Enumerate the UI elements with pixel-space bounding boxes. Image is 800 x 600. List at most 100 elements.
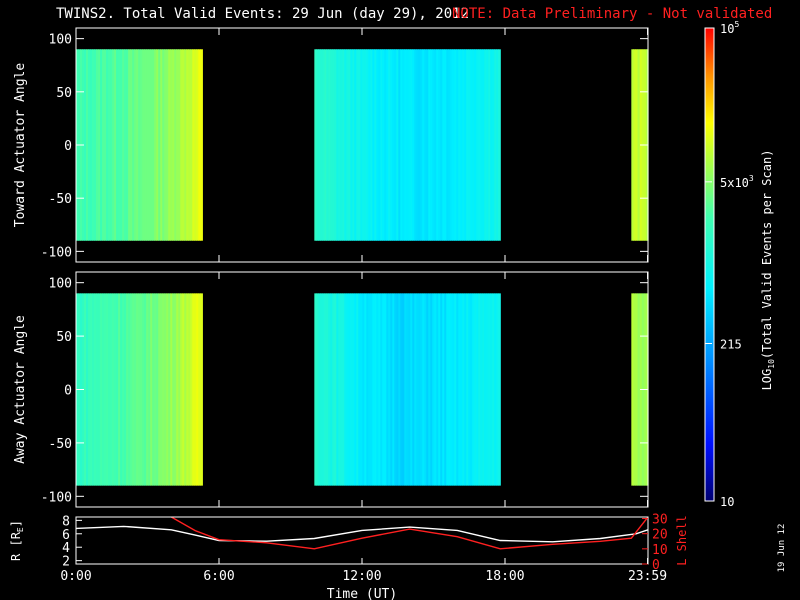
- heatmap-cell: [346, 49, 349, 241]
- heatmap-cell: [348, 49, 351, 241]
- heatmap-cell: [374, 293, 377, 486]
- heatmap-cell: [382, 49, 385, 241]
- heatmap-cell: [436, 49, 439, 241]
- heatmap-cell: [462, 49, 465, 241]
- heatmap-cell: [162, 293, 165, 486]
- heatmap-cell: [174, 49, 177, 241]
- heatmap-cell: [110, 293, 113, 486]
- heatmap-cell: [188, 293, 191, 486]
- heatmap-cell: [637, 293, 641, 486]
- heatmap-cell: [430, 49, 433, 241]
- page-title: TWINS2. Total Valid Events: 29 Jun (day …: [56, 6, 470, 22]
- heatmap-cell: [458, 49, 461, 241]
- heatmap-cell: [156, 293, 159, 486]
- heatmap-cell: [106, 49, 109, 241]
- y-tick-label: 50: [56, 86, 72, 101]
- heatmap-cell: [88, 49, 91, 241]
- heatmap-cell: [410, 49, 413, 241]
- heatmap-cell: [168, 293, 171, 486]
- heatmap-cell: [136, 293, 139, 486]
- heatmap-cell: [362, 293, 365, 486]
- heatmap-cell: [112, 293, 115, 486]
- heatmap-cell: [416, 293, 419, 486]
- heatmap-cell: [176, 293, 179, 486]
- heatmap-cell: [450, 49, 453, 241]
- heatmap-cell: [486, 293, 489, 486]
- heatmap-cell: [178, 293, 181, 486]
- away-panel: 100 50 0 -50 -100 Away Actuator Angle: [13, 271, 649, 508]
- heatmap-cell: [344, 49, 347, 241]
- heatmap-cell: [460, 49, 463, 241]
- heatmap-cell: [430, 293, 433, 486]
- heatmap-cell: [178, 49, 181, 241]
- heatmap-cell: [162, 49, 165, 241]
- colorbar-scale: [704, 27, 715, 502]
- heatmap-cell: [384, 49, 387, 241]
- heatmap-cell: [388, 49, 391, 241]
- heatmap-cell: [444, 49, 447, 241]
- heatmap-cell: [90, 293, 93, 486]
- heatmap-cell: [436, 293, 439, 486]
- heatmap-cell: [164, 293, 167, 486]
- heatmap-cell: [106, 293, 109, 486]
- heatmap-cell: [198, 49, 201, 241]
- heatmap-cell: [406, 49, 409, 241]
- radius-line: [76, 525, 648, 543]
- heatmap-cell: [136, 49, 139, 241]
- heatmap-cell: [476, 49, 479, 241]
- heatmap-cell: [154, 293, 157, 486]
- heatmap-cell: [316, 293, 319, 486]
- heatmap-cell: [322, 49, 325, 241]
- l-shell-line: [170, 517, 648, 550]
- heatmap-cell: [336, 49, 339, 241]
- heatmap-cell: [494, 49, 497, 241]
- heatmap-cell: [170, 49, 173, 241]
- heatmap-cell: [356, 293, 359, 486]
- heatmap-cell: [380, 49, 383, 241]
- heatmap-cell: [452, 293, 455, 486]
- heatmap-cell: [396, 49, 399, 241]
- heatmap-cell: [320, 293, 323, 486]
- y-tick-label: -50: [49, 437, 72, 452]
- heatmap-cell: [130, 293, 133, 486]
- heatmap-cell: [448, 293, 451, 486]
- heatmap-cell: [384, 293, 387, 486]
- heatmap-cell: [426, 49, 429, 241]
- heatmap-cell: [92, 293, 95, 486]
- y-tick-label: 6: [62, 528, 70, 543]
- heatmap-cell: [100, 49, 103, 241]
- heatmap-cell: [408, 49, 411, 241]
- heatmap-cell: [142, 49, 145, 241]
- heatmap-cell: [480, 49, 483, 241]
- heatmap-cell: [498, 49, 501, 241]
- y-tick-label: 0: [64, 384, 72, 399]
- x-axis-label: Time (UT): [327, 587, 397, 600]
- heatmap-cell: [388, 293, 391, 486]
- heatmap-cell: [346, 293, 349, 486]
- heatmap-cell: [110, 49, 113, 241]
- heatmap-cell: [364, 293, 367, 486]
- heatmap-cell: [438, 49, 441, 241]
- heatmap-cell: [432, 49, 435, 241]
- x-tick-label: 0:00: [60, 569, 91, 584]
- heatmap-cell: [86, 293, 89, 486]
- heatmap-cell: [370, 49, 373, 241]
- heatmap-cell: [122, 49, 125, 241]
- heatmap-cell: [414, 293, 417, 486]
- heatmap-cell: [190, 293, 193, 486]
- heatmap-cell: [414, 49, 417, 241]
- heatmap-cell: [360, 49, 363, 241]
- x-tick-label: 6:00: [203, 569, 234, 584]
- y-tick-label: -50: [49, 192, 72, 207]
- heatmap-cell: [386, 293, 389, 486]
- heatmap-cell: [386, 49, 389, 241]
- y-axis-label: Toward Actuator Angle: [13, 63, 28, 228]
- y-tick-label: 100: [49, 33, 72, 48]
- heatmap-cell: [488, 49, 491, 241]
- heatmap-cell: [180, 293, 183, 486]
- x-tick-label: 23:59: [628, 569, 667, 584]
- y2-axis-label: L Shell: [675, 515, 689, 566]
- heatmap-cell: [434, 49, 437, 241]
- heatmap-cell: [482, 293, 485, 486]
- heatmap-cell: [470, 293, 473, 486]
